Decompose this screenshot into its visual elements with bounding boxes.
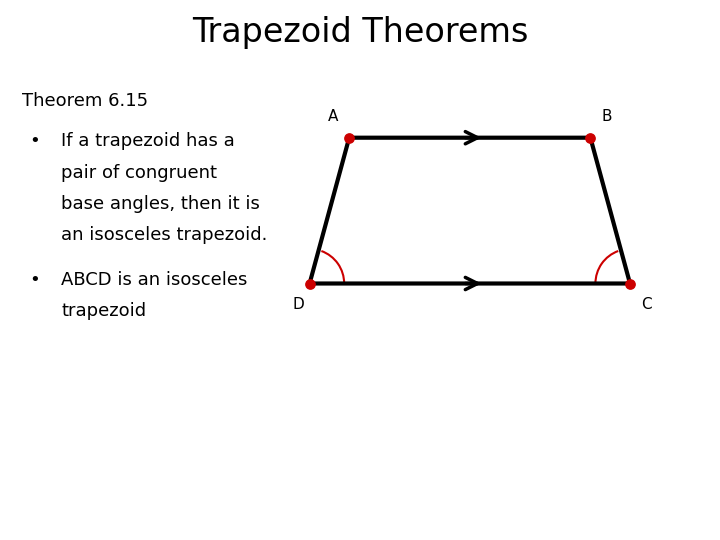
Text: an isosceles trapezoid.: an isosceles trapezoid. (61, 226, 268, 244)
Text: If a trapezoid has a: If a trapezoid has a (61, 132, 235, 150)
Point (624, 279, 636, 288)
Text: Trapezoid Theorems: Trapezoid Theorems (192, 16, 528, 49)
Text: base angles, then it is: base angles, then it is (61, 195, 260, 213)
Point (585, 133, 596, 142)
Text: •: • (29, 132, 40, 150)
Point (343, 133, 355, 142)
Text: A: A (328, 109, 338, 124)
Text: B: B (601, 109, 612, 124)
Text: Theorem 6.15: Theorem 6.15 (22, 92, 148, 110)
Point (304, 279, 315, 288)
Text: pair of congruent: pair of congruent (61, 164, 217, 181)
Text: trapezoid: trapezoid (61, 302, 146, 320)
Text: C: C (641, 297, 652, 312)
Text: •: • (29, 271, 40, 289)
Text: ABCD is an isosceles: ABCD is an isosceles (61, 271, 248, 289)
Text: D: D (292, 297, 304, 312)
